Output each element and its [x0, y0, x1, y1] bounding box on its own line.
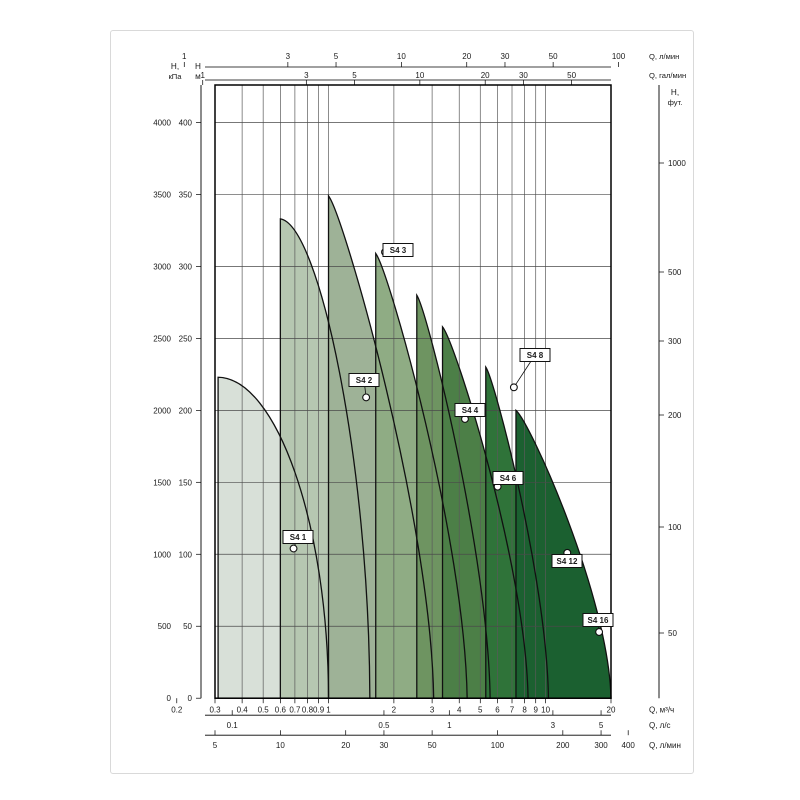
svg-text:3000: 3000 — [153, 262, 171, 271]
svg-text:20: 20 — [341, 741, 350, 750]
svg-text:30: 30 — [501, 52, 510, 61]
svg-text:H: H — [195, 62, 201, 71]
svg-text:2500: 2500 — [153, 334, 171, 343]
svg-text:200: 200 — [668, 411, 682, 420]
svg-text:3: 3 — [551, 721, 556, 730]
svg-text:фут.: фут. — [668, 98, 683, 107]
svg-text:1000: 1000 — [153, 550, 171, 559]
svg-text:8: 8 — [522, 706, 527, 715]
svg-text:H,: H, — [671, 88, 679, 97]
svg-text:м: м — [195, 72, 201, 81]
svg-text:2000: 2000 — [153, 406, 171, 415]
svg-text:0.3: 0.3 — [209, 706, 221, 715]
svg-text:200: 200 — [179, 406, 193, 415]
svg-text:0: 0 — [188, 694, 193, 703]
svg-text:3: 3 — [304, 71, 309, 80]
svg-text:Q, л/мин: Q, л/мин — [649, 741, 681, 750]
svg-text:5: 5 — [213, 741, 218, 750]
svg-text:S4 8: S4 8 — [527, 351, 544, 360]
svg-text:7: 7 — [510, 706, 515, 715]
svg-text:4: 4 — [457, 706, 462, 715]
svg-text:0.8: 0.8 — [302, 706, 314, 715]
svg-text:50: 50 — [668, 629, 677, 638]
svg-text:0.5: 0.5 — [378, 721, 390, 730]
svg-text:кПа: кПа — [168, 72, 182, 81]
svg-text:100: 100 — [612, 52, 626, 61]
svg-text:5: 5 — [478, 706, 483, 715]
svg-text:350: 350 — [179, 190, 193, 199]
svg-text:Q, гал/мин: Q, гал/мин — [649, 71, 686, 80]
svg-text:50: 50 — [428, 741, 437, 750]
svg-text:150: 150 — [179, 478, 193, 487]
svg-text:20: 20 — [462, 52, 471, 61]
svg-text:100: 100 — [491, 741, 505, 750]
svg-text:1: 1 — [201, 71, 206, 80]
svg-text:250: 250 — [179, 334, 193, 343]
svg-text:S4 6: S4 6 — [500, 474, 517, 483]
svg-text:20: 20 — [481, 71, 490, 80]
svg-text:50: 50 — [183, 622, 192, 631]
svg-text:6: 6 — [495, 706, 500, 715]
svg-text:0.4: 0.4 — [237, 706, 249, 715]
svg-text:0.5: 0.5 — [258, 706, 270, 715]
svg-text:500: 500 — [158, 622, 172, 631]
svg-text:Q, л/мин: Q, л/мин — [649, 52, 679, 61]
svg-text:10: 10 — [541, 706, 550, 715]
svg-text:S4 2: S4 2 — [356, 376, 373, 385]
svg-text:1: 1 — [447, 721, 452, 730]
svg-text:400: 400 — [622, 741, 636, 750]
svg-text:200: 200 — [556, 741, 570, 750]
svg-text:3500: 3500 — [153, 190, 171, 199]
svg-text:100: 100 — [668, 523, 682, 532]
svg-text:S4 1: S4 1 — [290, 533, 307, 542]
svg-text:H,: H, — [171, 62, 179, 71]
svg-text:3: 3 — [430, 706, 435, 715]
svg-text:9: 9 — [533, 706, 538, 715]
svg-text:500: 500 — [668, 268, 682, 277]
svg-text:300: 300 — [668, 337, 682, 346]
svg-text:S4 3: S4 3 — [390, 246, 407, 255]
svg-text:S4 12: S4 12 — [557, 557, 578, 566]
svg-text:0.1: 0.1 — [227, 721, 239, 730]
svg-text:Q, м³/ч: Q, м³/ч — [649, 706, 674, 715]
svg-text:Q, л/с: Q, л/с — [649, 721, 671, 730]
svg-text:0.9: 0.9 — [313, 706, 325, 715]
svg-text:10: 10 — [397, 52, 406, 61]
svg-text:S4 4: S4 4 — [462, 406, 479, 415]
svg-text:1: 1 — [326, 706, 331, 715]
svg-text:2: 2 — [392, 706, 397, 715]
svg-text:400: 400 — [179, 118, 193, 127]
svg-text:0: 0 — [167, 694, 172, 703]
svg-text:100: 100 — [179, 550, 193, 559]
svg-text:S4 16: S4 16 — [588, 616, 609, 625]
svg-text:5: 5 — [334, 52, 339, 61]
svg-text:20: 20 — [607, 706, 616, 715]
svg-text:0.2: 0.2 — [171, 706, 183, 715]
svg-text:3: 3 — [286, 52, 291, 61]
svg-text:5: 5 — [352, 71, 357, 80]
svg-text:30: 30 — [379, 741, 388, 750]
svg-text:4000: 4000 — [153, 118, 171, 127]
svg-text:1500: 1500 — [153, 478, 171, 487]
svg-text:50: 50 — [567, 71, 576, 80]
svg-text:10: 10 — [415, 71, 424, 80]
svg-text:300: 300 — [594, 741, 608, 750]
svg-text:50: 50 — [549, 52, 558, 61]
svg-text:5: 5 — [599, 721, 604, 730]
svg-text:0.6: 0.6 — [275, 706, 287, 715]
svg-text:0.7: 0.7 — [289, 706, 301, 715]
svg-text:30: 30 — [519, 71, 528, 80]
svg-text:1: 1 — [182, 52, 187, 61]
svg-text:300: 300 — [179, 262, 193, 271]
svg-text:10: 10 — [276, 741, 285, 750]
svg-text:1000: 1000 — [668, 159, 686, 168]
